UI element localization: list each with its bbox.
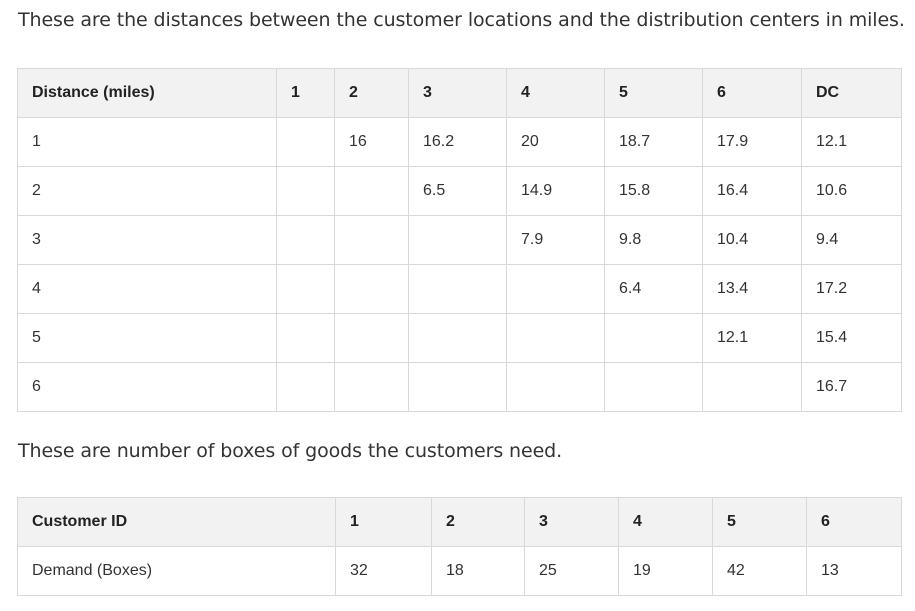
table-cell: 9.4 [801,215,902,265]
table-cell: 17.2 [801,264,902,314]
table-cell [506,313,605,363]
table-cell [702,362,802,412]
table-cell: 14.9 [506,166,605,216]
table-cell: 6.4 [604,264,703,314]
table-cell: 18 [431,546,525,596]
table-cell: 20 [506,117,605,167]
distance-table-header-row: Distance (miles) 1 2 3 4 5 6 DC [17,68,902,118]
header-cell: 6 [806,497,902,547]
table-cell [276,313,335,363]
table-cell [408,362,507,412]
table-cell [334,362,409,412]
table-cell [276,362,335,412]
distance-table: Distance (miles) 1 2 3 4 5 6 DC 1 16 16.… [17,68,902,412]
table-cell: 18.7 [604,117,703,167]
table-row: 2 6.5 14.9 15.8 16.4 10.6 [17,166,902,216]
demand-table-header-row: Customer ID 1 2 3 4 5 6 [17,497,902,547]
table-cell: 10.6 [801,166,902,216]
table-cell [276,264,335,314]
header-cell: 6 [702,68,802,118]
table-cell [408,313,507,363]
header-cell: 5 [712,497,807,547]
header-cell: 2 [334,68,409,118]
table-row: 1 16 16.2 20 18.7 17.9 12.1 [17,117,902,167]
table-cell [334,264,409,314]
table-cell: 6.5 [408,166,507,216]
table-cell: 12.1 [702,313,802,363]
table-cell: 13.4 [702,264,802,314]
table-cell: 7.9 [506,215,605,265]
table-cell: 5 [17,313,277,363]
table-cell: 25 [524,546,619,596]
header-cell: 3 [408,68,507,118]
table-row: 4 6.4 13.4 17.2 [17,264,902,314]
table-cell: 6 [17,362,277,412]
table-cell: 16 [334,117,409,167]
header-cell: 4 [506,68,605,118]
header-cell: 1 [276,68,335,118]
table-cell: 16.2 [408,117,507,167]
table-cell: 13 [806,546,902,596]
table-row: 6 16.7 [17,362,902,412]
table-cell: 42 [712,546,807,596]
table-cell [276,215,335,265]
table-cell: 15.8 [604,166,703,216]
table-cell: 3 [17,215,277,265]
header-cell: 5 [604,68,703,118]
table-cell [276,117,335,167]
table-cell [604,362,703,412]
table-cell: 15.4 [801,313,902,363]
demand-table: Customer ID 1 2 3 4 5 6 Demand (Boxes) 3… [17,497,902,596]
table-cell: 17.9 [702,117,802,167]
table-cell [506,362,605,412]
demand-intro-text: These are number of boxes of goods the c… [18,440,563,462]
header-cell: 1 [335,497,432,547]
table-cell: 12.1 [801,117,902,167]
table-cell [408,215,507,265]
table-cell: 1 [17,117,277,167]
table-cell: Demand (Boxes) [17,546,336,596]
table-cell [276,166,335,216]
table-cell: 19 [618,546,713,596]
table-cell [408,264,507,314]
table-cell: 4 [17,264,277,314]
table-cell [334,313,409,363]
table-cell [334,215,409,265]
table-cell: 16.4 [702,166,802,216]
table-cell: 32 [335,546,432,596]
distance-intro-text: These are the distances between the cust… [18,9,905,31]
table-cell [506,264,605,314]
table-row: 3 7.9 9.8 10.4 9.4 [17,215,902,265]
header-cell: 3 [524,497,619,547]
table-cell: 10.4 [702,215,802,265]
table-cell: 9.8 [604,215,703,265]
table-cell: 16.7 [801,362,902,412]
table-cell [334,166,409,216]
header-cell: 4 [618,497,713,547]
header-cell: 2 [431,497,525,547]
table-cell: 2 [17,166,277,216]
table-row: Demand (Boxes) 32 18 25 19 42 13 [17,546,902,596]
header-cell: DC [801,68,902,118]
table-row: 5 12.1 15.4 [17,313,902,363]
header-cell: Customer ID [17,497,336,547]
table-cell [604,313,703,363]
header-cell: Distance (miles) [17,68,277,118]
